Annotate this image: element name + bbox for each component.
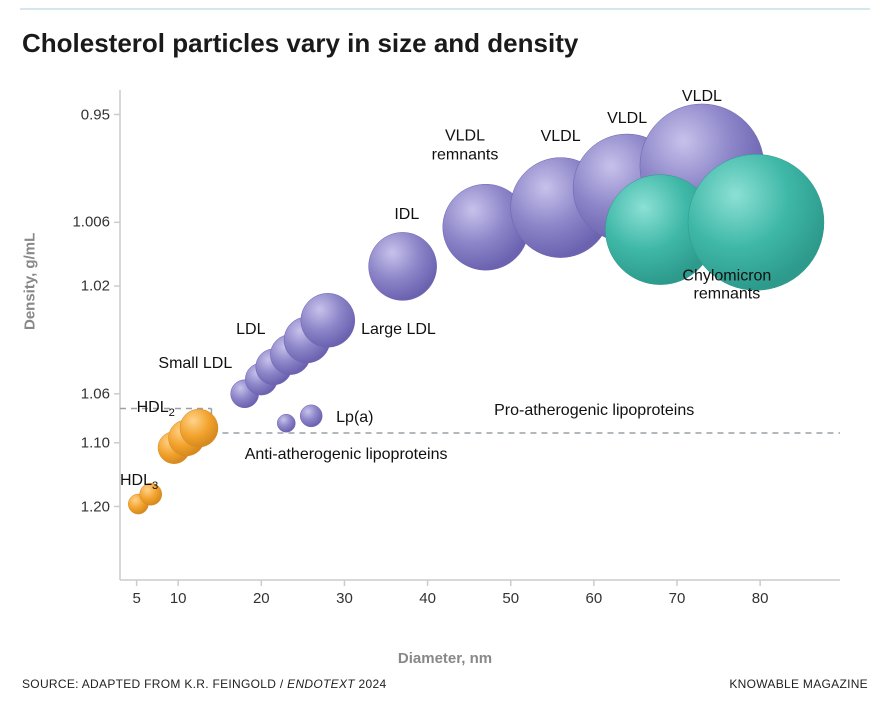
annotation: VLDL bbox=[541, 128, 581, 146]
x-tick-label: 20 bbox=[253, 590, 270, 607]
plot-area: 0.951.0061.021.061.101.20 51020304050607… bbox=[110, 90, 850, 620]
y-tick-label: 1.02 bbox=[50, 278, 110, 295]
annotation: VLDL remnants bbox=[432, 128, 499, 165]
annotation: Chylomicron remnants bbox=[682, 268, 771, 305]
bubble-idl bbox=[369, 232, 437, 300]
y-tick-label: 1.006 bbox=[50, 214, 110, 231]
source-credit: SOURCE: ADAPTED FROM K.R. FEINGOLD / END… bbox=[22, 677, 386, 691]
figure-container: Cholesterol particles vary in size and d… bbox=[0, 0, 890, 705]
annotation: VLDL bbox=[607, 110, 647, 128]
x-tick-label: 30 bbox=[336, 590, 353, 607]
publisher-credit: KNOWABLE MAGAZINE bbox=[729, 677, 868, 691]
footer: SOURCE: ADAPTED FROM K.R. FEINGOLD / END… bbox=[22, 677, 868, 691]
x-tick-label: 50 bbox=[502, 590, 519, 607]
annotation: Large LDL bbox=[361, 321, 436, 339]
x-tick-label: 60 bbox=[586, 590, 603, 607]
annotation: IDL bbox=[394, 206, 419, 224]
bubble-lpa-b bbox=[300, 405, 322, 427]
annotation: LDL bbox=[236, 321, 265, 339]
annotation: Small LDL bbox=[158, 355, 232, 373]
annotation: Pro-atherogenic lipoproteins bbox=[494, 402, 694, 420]
y-tick-label: 1.20 bbox=[50, 498, 110, 515]
chart-title: Cholesterol particles vary in size and d… bbox=[22, 28, 578, 59]
y-tick-label: 1.10 bbox=[50, 434, 110, 451]
x-tick-label: 5 bbox=[132, 590, 140, 607]
y-axis-label: Density, g/mL bbox=[22, 233, 39, 330]
top-rule bbox=[20, 8, 870, 10]
x-tick-label: 10 bbox=[170, 590, 187, 607]
bubble-hdl2-c bbox=[180, 409, 218, 447]
x-tick-label: 80 bbox=[752, 590, 769, 607]
annotation: Lp(a) bbox=[336, 409, 373, 427]
annotation: HDL2 bbox=[137, 398, 175, 418]
x-tick-label: 40 bbox=[419, 590, 436, 607]
bubble-large-ldl bbox=[301, 293, 355, 347]
annotation: Anti-atherogenic lipoproteins bbox=[245, 446, 448, 464]
y-tick-label: 1.06 bbox=[50, 385, 110, 402]
bubble-lpa-a bbox=[277, 414, 295, 432]
x-axis-label: Diameter, nm bbox=[398, 650, 492, 667]
x-tick-label: 70 bbox=[669, 590, 686, 607]
y-tick-label: 0.95 bbox=[50, 106, 110, 123]
annotation: VLDL bbox=[682, 88, 722, 106]
annotation: HDL3 bbox=[120, 472, 158, 492]
